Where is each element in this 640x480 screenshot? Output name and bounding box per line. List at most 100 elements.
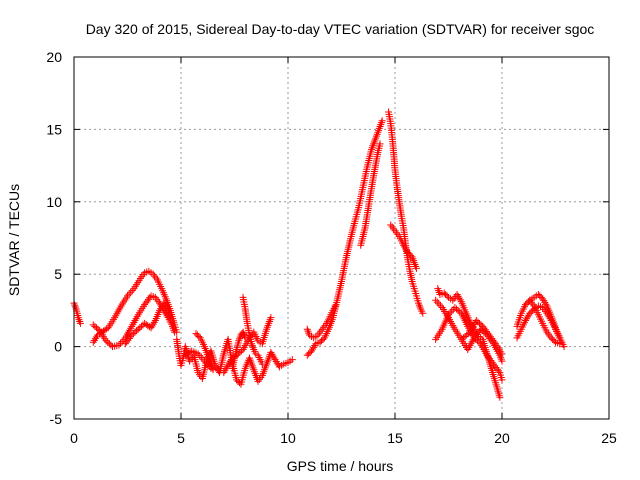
- data-point-marker: [378, 117, 386, 125]
- data-point-marker: [156, 306, 164, 314]
- data-point-marker: [166, 314, 174, 322]
- data-point-marker: [419, 309, 427, 317]
- data-point-marker: [534, 290, 542, 298]
- data-point-marker: [496, 393, 504, 401]
- data-point-marker: [124, 292, 131, 300]
- data-point-marker: [76, 319, 84, 327]
- data-point-marker: [454, 306, 462, 314]
- data-point-marker: [127, 288, 135, 296]
- data-point-marker: [272, 357, 280, 365]
- data-point-marker: [271, 356, 279, 364]
- data-point-marker: [401, 243, 409, 251]
- data-point-marker: [104, 338, 112, 346]
- data-point-marker: [498, 376, 506, 384]
- data-point-marker: [148, 322, 156, 330]
- series-trace-f: [181, 347, 215, 372]
- data-point-marker: [546, 315, 554, 323]
- data-point-marker: [522, 317, 530, 325]
- y-tick-label: -5: [50, 411, 63, 427]
- data-point-marker: [463, 331, 471, 339]
- data-point-marker: [498, 350, 506, 358]
- data-point-marker: [442, 290, 450, 298]
- data-point-marker: [147, 324, 155, 332]
- data-point-marker: [524, 313, 532, 321]
- data-point-marker: [453, 305, 461, 313]
- data-point-marker: [550, 337, 558, 345]
- series-trace-i: [228, 328, 249, 372]
- data-point-marker: [527, 308, 535, 316]
- data-point-marker: [89, 338, 97, 346]
- data-point-marker: [400, 241, 408, 249]
- data-point-marker: [91, 335, 99, 343]
- data-point-marker: [436, 302, 444, 310]
- series-trace-a: [70, 299, 84, 327]
- data-point-marker: [540, 297, 548, 305]
- data-points: [70, 108, 568, 401]
- series-trace-v: [526, 296, 564, 348]
- series-trace-s: [459, 317, 506, 358]
- plot-frame: [73, 56, 610, 420]
- data-point-marker: [310, 343, 318, 351]
- data-point-marker: [134, 325, 142, 333]
- data-point-marker: [126, 333, 134, 341]
- data-point-marker: [161, 301, 169, 309]
- y-tick-label: 0: [54, 339, 62, 355]
- data-point-marker: [443, 292, 451, 300]
- series-trace-l: [303, 302, 339, 342]
- data-point-marker: [258, 360, 266, 368]
- data-point-marker: [288, 356, 296, 364]
- x-tick-labels: 0 5 10 15 20 25: [70, 430, 617, 446]
- data-point-marker: [541, 298, 549, 306]
- data-point-marker: [461, 332, 469, 340]
- data-point-marker: [473, 337, 481, 345]
- data-point-marker: [193, 331, 201, 339]
- data-point-marker: [412, 264, 420, 272]
- series-trace-u: [513, 302, 564, 342]
- data-point-marker: [163, 305, 171, 313]
- data-point-marker: [404, 248, 412, 256]
- data-point-marker: [495, 367, 503, 375]
- data-point-marker: [453, 290, 461, 298]
- data-point-marker: [192, 330, 200, 338]
- y-tick-label: 10: [46, 194, 62, 210]
- data-point-marker: [241, 334, 249, 342]
- data-point-marker: [128, 331, 136, 339]
- data-point-marker: [160, 299, 168, 307]
- y-tick-label: 15: [46, 121, 62, 137]
- series-trace-k: [303, 117, 386, 359]
- data-point-marker: [549, 335, 557, 343]
- data-point-marker: [305, 350, 313, 358]
- data-point-marker: [194, 350, 202, 358]
- data-point-marker: [236, 348, 244, 356]
- y-tick-label: 20: [46, 49, 62, 65]
- data-point-marker: [150, 318, 158, 326]
- data-point-marker: [543, 309, 551, 317]
- data-point-marker: [234, 377, 242, 385]
- data-point-marker: [432, 296, 440, 304]
- data-point-marker: [94, 325, 102, 333]
- data-point-marker: [316, 338, 324, 346]
- data-point-marker: [269, 352, 277, 360]
- data-point-marker: [477, 321, 485, 329]
- data-point-marker: [523, 315, 531, 323]
- data-point-marker: [268, 350, 276, 358]
- data-point-marker: [547, 334, 555, 342]
- data-point-marker: [128, 286, 136, 294]
- data-point-marker: [270, 354, 278, 362]
- x-tick-label: 5: [177, 430, 185, 446]
- data-point-marker: [498, 357, 506, 365]
- data-point-marker: [456, 296, 464, 304]
- data-point-marker: [226, 357, 234, 365]
- data-point-marker: [89, 321, 97, 329]
- data-point-marker: [157, 305, 165, 313]
- data-point-marker: [131, 328, 139, 336]
- data-point-marker: [309, 345, 317, 353]
- data-point-marker: [195, 332, 203, 340]
- data-point-marker: [115, 341, 123, 349]
- data-point-marker: [90, 336, 98, 344]
- data-point-marker: [92, 333, 100, 341]
- data-point-marker: [196, 352, 204, 360]
- data-point-marker: [523, 299, 531, 307]
- series-trace-o: [387, 221, 420, 272]
- data-point-marker: [319, 335, 327, 343]
